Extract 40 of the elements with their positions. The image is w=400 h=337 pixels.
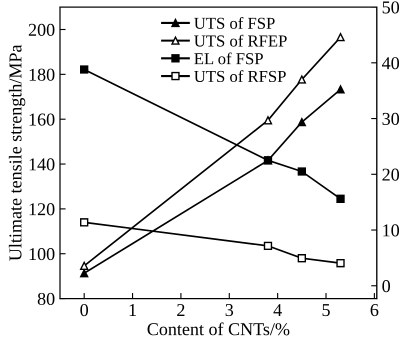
y2-tick-label: 10: [383, 224, 400, 236]
point: [264, 116, 272, 124]
point: [298, 75, 306, 84]
point: [80, 218, 88, 227]
y-tick-label: 200: [28, 24, 54, 36]
point: [336, 258, 345, 268]
legend-label: UTS of FSP: [194, 17, 275, 29]
x-tick-label: 5: [322, 304, 330, 316]
point: [298, 118, 306, 126]
point: [80, 269, 88, 278]
point: [336, 32, 345, 42]
y-tick-label: 180: [30, 68, 54, 81]
point: [298, 167, 306, 176]
y2-tick-label: 50: [382, 1, 400, 14]
legend-label: UTS of RFEP: [194, 34, 287, 47]
y-tick-label: 120: [30, 203, 54, 216]
y2-tick-label: 40: [382, 57, 400, 70]
y2-tick-label: 0: [382, 280, 390, 292]
x-tick-label: 4: [273, 304, 282, 316]
point: [80, 65, 88, 74]
x-tick-label: 2: [177, 304, 184, 316]
point: [336, 194, 345, 203]
y2-tick-label: 20: [382, 168, 400, 181]
point: [80, 262, 88, 270]
x-tick-label: 3: [226, 304, 234, 316]
y-tick-label: 140: [30, 158, 54, 170]
y-axis-title: Ultimate tensile strength/MPa: [8, 44, 26, 261]
point: [264, 242, 272, 250]
y-tick-label: 80: [38, 292, 54, 306]
x-axis-title: Content of CNTs/%: [148, 322, 290, 336]
x-tick-label: 1: [130, 304, 136, 316]
x-tick-label: 6: [370, 304, 378, 316]
point: [298, 254, 306, 262]
legend-label: UTS of RFSP: [194, 70, 286, 82]
y2-tick-label: 30: [382, 112, 400, 125]
x-tick-label: 0: [80, 304, 88, 316]
point: [336, 85, 345, 94]
y-tick-label: 160: [30, 113, 54, 126]
legend-label: EL of FSP: [194, 52, 263, 64]
y-tick-label: 100: [30, 248, 54, 260]
